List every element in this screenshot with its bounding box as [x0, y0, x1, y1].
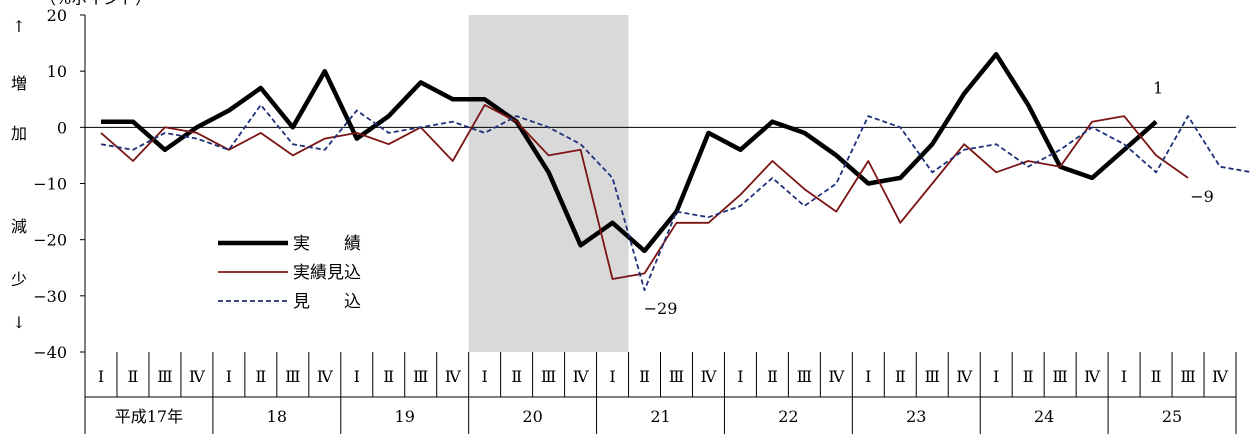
- y-tick-label: −10: [33, 175, 67, 194]
- quarter-label: Ⅱ: [1151, 367, 1162, 386]
- quarter-label: Ⅰ: [98, 367, 104, 386]
- quarter-label: Ⅰ: [354, 367, 360, 386]
- quarter-label: Ⅲ: [669, 367, 684, 386]
- y-tick-label: 10: [47, 62, 67, 81]
- side-label-zou: 増: [10, 74, 27, 93]
- legend-label: 実績見込: [293, 263, 361, 283]
- quarter-label: Ⅰ: [609, 367, 615, 386]
- legend-label: 実 績: [293, 234, 361, 254]
- data-annotation: 1: [1153, 79, 1163, 98]
- year-label: 19: [395, 407, 415, 426]
- quarter-label: Ⅱ: [383, 367, 394, 386]
- quarter-label: Ⅱ: [1023, 367, 1034, 386]
- year-label: 20: [522, 407, 542, 426]
- quarter-label: Ⅲ: [1180, 367, 1195, 386]
- y-tick-label: −40: [33, 343, 67, 362]
- quarter-label: Ⅲ: [541, 367, 556, 386]
- side-label-ka: 加: [10, 124, 27, 143]
- quarter-label: Ⅱ: [639, 367, 650, 386]
- quarter-label: Ⅳ: [1084, 367, 1101, 386]
- quarter-label: Ⅳ: [1212, 367, 1229, 386]
- quarter-label: Ⅱ: [895, 367, 906, 386]
- series-line: [101, 52, 1158, 254]
- shaded-period: [468, 15, 629, 352]
- year-label: 平成17年: [115, 407, 183, 426]
- quarter-label: Ⅳ: [189, 367, 206, 386]
- shaded-band: [468, 15, 629, 352]
- quarter-table: Ⅰ Ⅱ Ⅲ Ⅳ Ⅰ Ⅱ Ⅲ Ⅳ Ⅰ Ⅱ Ⅲ Ⅳ Ⅰ Ⅱ Ⅲ Ⅳ Ⅰ Ⅱ Ⅲ Ⅳ Ⅰ Ⅱ Ⅲ Ⅳ Ⅰ Ⅱ Ⅲ Ⅳ Ⅰ Ⅱ Ⅲ Ⅳ Ⅰ Ⅱ Ⅲ Ⅳ平成17…: [84, 352, 1237, 434]
- quarter-label: Ⅳ: [573, 367, 590, 386]
- side-arrow-up: ↑: [12, 17, 26, 36]
- quarter-label: Ⅳ: [956, 367, 973, 386]
- year-label: 23: [906, 407, 926, 426]
- year-label: 21: [650, 407, 670, 426]
- year-label: 18: [267, 407, 287, 426]
- quarter-label: Ⅲ: [797, 367, 812, 386]
- quarter-label: Ⅱ: [767, 367, 778, 386]
- quarter-label: Ⅲ: [157, 367, 172, 386]
- quarter-label: Ⅳ: [828, 367, 845, 386]
- quarter-label: Ⅰ: [226, 367, 232, 386]
- data-annotation: −9: [1190, 187, 1214, 206]
- y-tick-label: 20: [47, 6, 67, 25]
- quarter-label: Ⅳ: [317, 367, 334, 386]
- quarter-label: Ⅰ: [1121, 367, 1127, 386]
- quarter-label: Ⅲ: [925, 367, 940, 386]
- quarter-label: Ⅲ: [1052, 367, 1067, 386]
- quarter-label: Ⅰ: [481, 367, 487, 386]
- quarter-label: Ⅳ: [445, 367, 462, 386]
- labels: （%ポイント）1−9−8−29: [40, 0, 1214, 318]
- quarter-label: Ⅱ: [128, 367, 139, 386]
- quarter-label: Ⅰ: [865, 367, 871, 386]
- series-lines: [100, 52, 1253, 292]
- quarter-label: Ⅲ: [285, 367, 300, 386]
- quarter-label: Ⅲ: [413, 367, 428, 386]
- legend-label: 見 込: [293, 292, 361, 312]
- series-line: [100, 104, 1189, 280]
- quarter-label: Ⅱ: [511, 367, 522, 386]
- side-label-gen: 減: [10, 217, 27, 236]
- y-tick-label: −30: [33, 287, 67, 306]
- quarter-label: Ⅳ: [700, 367, 717, 386]
- year-label: 22: [778, 407, 798, 426]
- quarter-label: Ⅰ: [993, 367, 999, 386]
- data-annotation: −29: [644, 299, 678, 318]
- quarter-label: Ⅱ: [255, 367, 266, 386]
- unit-label: （%ポイント）: [40, 0, 151, 8]
- quarter-label: Ⅰ: [737, 367, 743, 386]
- y-tick-label: −20: [33, 231, 67, 250]
- side-arrow-down: ↓: [12, 313, 26, 332]
- year-label: 25: [1162, 407, 1182, 426]
- side-label-shou: 少: [10, 270, 27, 289]
- year-label: 24: [1034, 407, 1054, 426]
- axes: 20 10 0 −10 −20 −30 −40: [33, 6, 1236, 362]
- series-line: [100, 104, 1253, 292]
- y-tick-label: 0: [57, 118, 67, 137]
